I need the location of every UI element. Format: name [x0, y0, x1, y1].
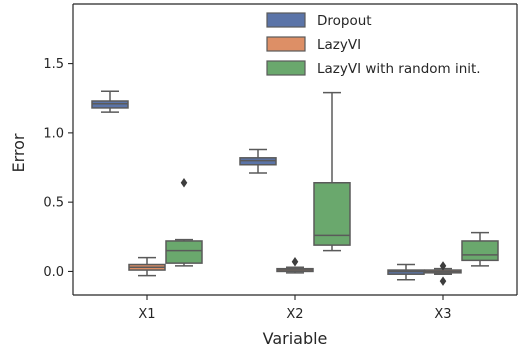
- y-tick-label: 1.0: [43, 126, 64, 141]
- legend-swatch: [266, 36, 306, 52]
- outlier-point: [439, 276, 447, 286]
- y-tick-label: 0.5: [43, 196, 64, 211]
- y-axis-label: Error: [9, 133, 28, 172]
- box-body: [165, 240, 203, 264]
- legend-swatch: [266, 12, 306, 28]
- x-tick-label: X3: [434, 307, 451, 322]
- box-body: [461, 240, 499, 262]
- y-tick-label: 0.0: [43, 265, 64, 280]
- legend: Dropout LazyVI LazyVI with random init.: [266, 12, 481, 77]
- box-lazyvi-x2: [276, 257, 314, 274]
- outlier-point: [180, 178, 188, 188]
- box-lazyvi-x3: [424, 261, 462, 286]
- boxes-layer: [91, 90, 499, 286]
- outlier-point: [439, 261, 447, 271]
- y-ticks: 0.0 0.5 1.0 1.5: [43, 57, 73, 280]
- box-lazyvi-x1: [128, 256, 166, 277]
- box-dropout-x3: [387, 263, 425, 281]
- outlier-point: [291, 257, 299, 267]
- legend-label: Dropout: [317, 13, 372, 29]
- x-tick-label: X1: [138, 307, 155, 322]
- box-lazyvi-with-random-init--x3: [461, 231, 499, 267]
- box-lazyvi-with-random-init--x2: [313, 91, 351, 252]
- plot-area: [73, 4, 517, 295]
- legend-label: LazyVI: [317, 37, 361, 53]
- x-axis-label: Variable: [263, 329, 328, 348]
- box-dropout-x2: [239, 148, 277, 174]
- box-dropout-x1: [91, 90, 129, 113]
- legend-swatch: [266, 60, 306, 76]
- box-lazyvi-with-random-init--x1: [165, 178, 203, 267]
- x-ticks: X1 X2 X3: [138, 295, 452, 322]
- y-tick-label: 1.5: [43, 57, 64, 72]
- legend-label: LazyVI with random init.: [317, 61, 481, 77]
- x-tick-label: X2: [286, 307, 303, 322]
